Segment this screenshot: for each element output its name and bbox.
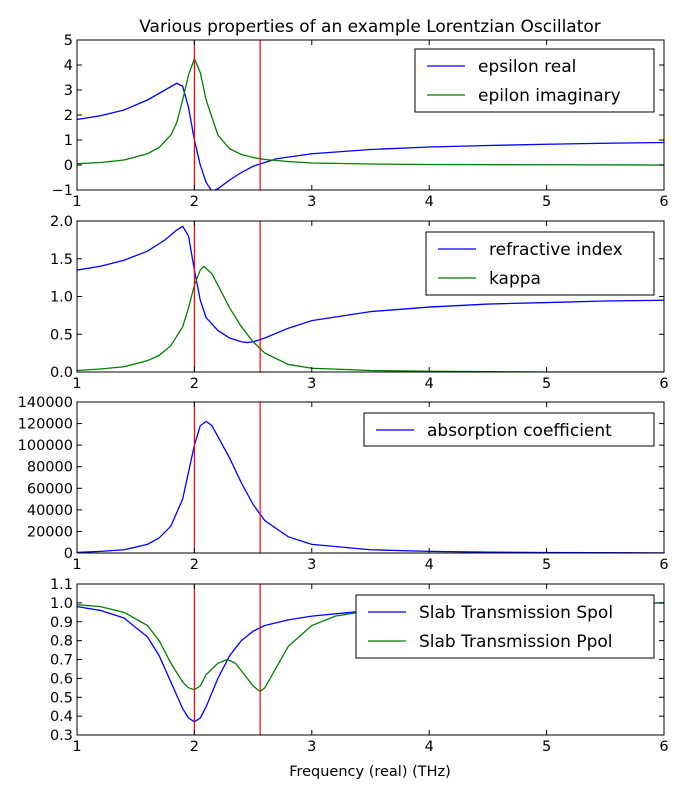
x-tick-label: 1	[72, 557, 81, 573]
legend-label: Slab Transmission Ppol	[419, 632, 613, 652]
legend-label: absorption coefficient	[427, 421, 612, 441]
x-tick-label: 3	[307, 194, 316, 210]
series-line-slab-transmission-ppol	[77, 602, 664, 693]
y-tick-label: 3	[64, 83, 73, 99]
y-tick-label: 1.5	[50, 252, 73, 268]
legend-label: epilon imaginary	[478, 86, 621, 106]
x-tick-label: 2	[190, 739, 199, 755]
y-tick-label: 0	[64, 158, 73, 174]
series-line-absorption-coefficient	[77, 420, 664, 553]
y-tick-label: 0.6	[50, 671, 73, 687]
y-tick-label: 0.5	[50, 690, 73, 706]
legend-label: epsilon real	[478, 57, 576, 77]
y-tick-label: 80000	[27, 460, 73, 476]
y-tick-label: 120000	[18, 417, 73, 433]
x-tick-label: 2	[190, 376, 199, 392]
y-tick-label: 1	[64, 133, 73, 149]
x-tick-label: 6	[659, 557, 668, 573]
legend: Slab Transmission Spol Slab Transmission …	[355, 594, 655, 659]
y-tick-label: 100000	[18, 438, 73, 454]
y-tick-label: 4	[64, 58, 73, 74]
series-line-kappa	[77, 265, 664, 372]
subplot-1: 1 2 3 4 5 6 −1 0 1 2 3 4 5 epsilon real epilon imagina…	[52, 33, 669, 210]
legend: epsilon real epilon imaginary	[414, 48, 655, 113]
series-line-epsilon-real	[77, 82, 664, 190]
y-tick-label: 0.8	[50, 634, 73, 650]
y-tick-label: 60000	[27, 481, 73, 497]
y-tick-label: 1.0	[50, 290, 73, 306]
subplot-3: 1 2 3 4 5 6 0 20000 40000 60000 80000 100000 120000 1…	[18, 395, 669, 573]
x-tick-label: 6	[659, 194, 668, 210]
x-tick-label: 6	[659, 376, 668, 392]
x-tick-label: 6	[659, 739, 668, 755]
x-tick-label: 5	[542, 739, 551, 755]
y-tick-label: 0.0	[50, 365, 73, 381]
legend: refractive index kappa	[425, 231, 655, 296]
x-tick-label: 3	[307, 376, 316, 392]
y-tick-label: 0.4	[50, 709, 73, 725]
x-tick-label: 2	[190, 557, 199, 573]
y-tick-label: 0	[64, 546, 73, 562]
y-tick-label: 1.0	[50, 596, 73, 612]
y-tick-label: 20000	[27, 524, 73, 540]
y-tick-label: 40000	[27, 503, 73, 519]
x-tick-label: 4	[425, 194, 434, 210]
subplot-4: 1 2 3 4 5 6 0.3 0.4 0.5 0.6 0.7 0.8 0.9 1.0 1.1 Slab Tr…	[50, 577, 669, 755]
y-tick-label: −1	[52, 183, 73, 199]
legend-label: refractive index	[489, 240, 623, 260]
series-line-slab-transmission-spol	[77, 602, 664, 723]
x-tick-label: 4	[425, 739, 434, 755]
y-tick-label: 2	[64, 108, 73, 124]
legend-box	[414, 48, 655, 113]
x-tick-label: 3	[307, 739, 316, 755]
legend-box	[355, 594, 655, 659]
series-line-epilon-imaginary	[77, 56, 664, 166]
legend-label: kappa	[489, 269, 541, 289]
x-tick-label: 5	[542, 194, 551, 210]
x-tick-label: 4	[425, 557, 434, 573]
legend-label: Slab Transmission Spol	[419, 603, 613, 623]
subplot-2: 1 2 3 4 5 6 0.0 0.5 1.0 1.5 2.0 refractive index kap…	[50, 214, 669, 392]
y-tick-label: 5	[64, 33, 73, 49]
legend: absorption coefficient	[363, 412, 655, 447]
series-line-refractive-index	[77, 225, 664, 344]
x-tick-label: 4	[425, 376, 434, 392]
x-tick-label: 5	[542, 557, 551, 573]
x-tick-label: 1	[72, 739, 81, 755]
y-tick-label: 0.9	[50, 615, 73, 631]
y-tick-label: 0.3	[50, 728, 73, 744]
x-tick-label: 2	[190, 194, 199, 210]
x-tick-label: 1	[72, 194, 81, 210]
x-tick-label: 3	[307, 557, 316, 573]
y-tick-label: 0.7	[50, 653, 73, 669]
x-tick-label: 1	[72, 376, 81, 392]
x-axis-label: Frequency (real) (THz)	[289, 764, 451, 780]
y-tick-label: 140000	[18, 395, 73, 411]
x-tick-label: 5	[542, 376, 551, 392]
plot-frame	[76, 401, 665, 554]
y-tick-label: 2.0	[50, 214, 73, 230]
y-tick-label: 1.1	[50, 577, 73, 593]
figure-title: Various properties of an example Lorentz…	[139, 17, 601, 37]
y-tick-label: 0.5	[50, 327, 73, 343]
legend-box	[425, 231, 655, 296]
